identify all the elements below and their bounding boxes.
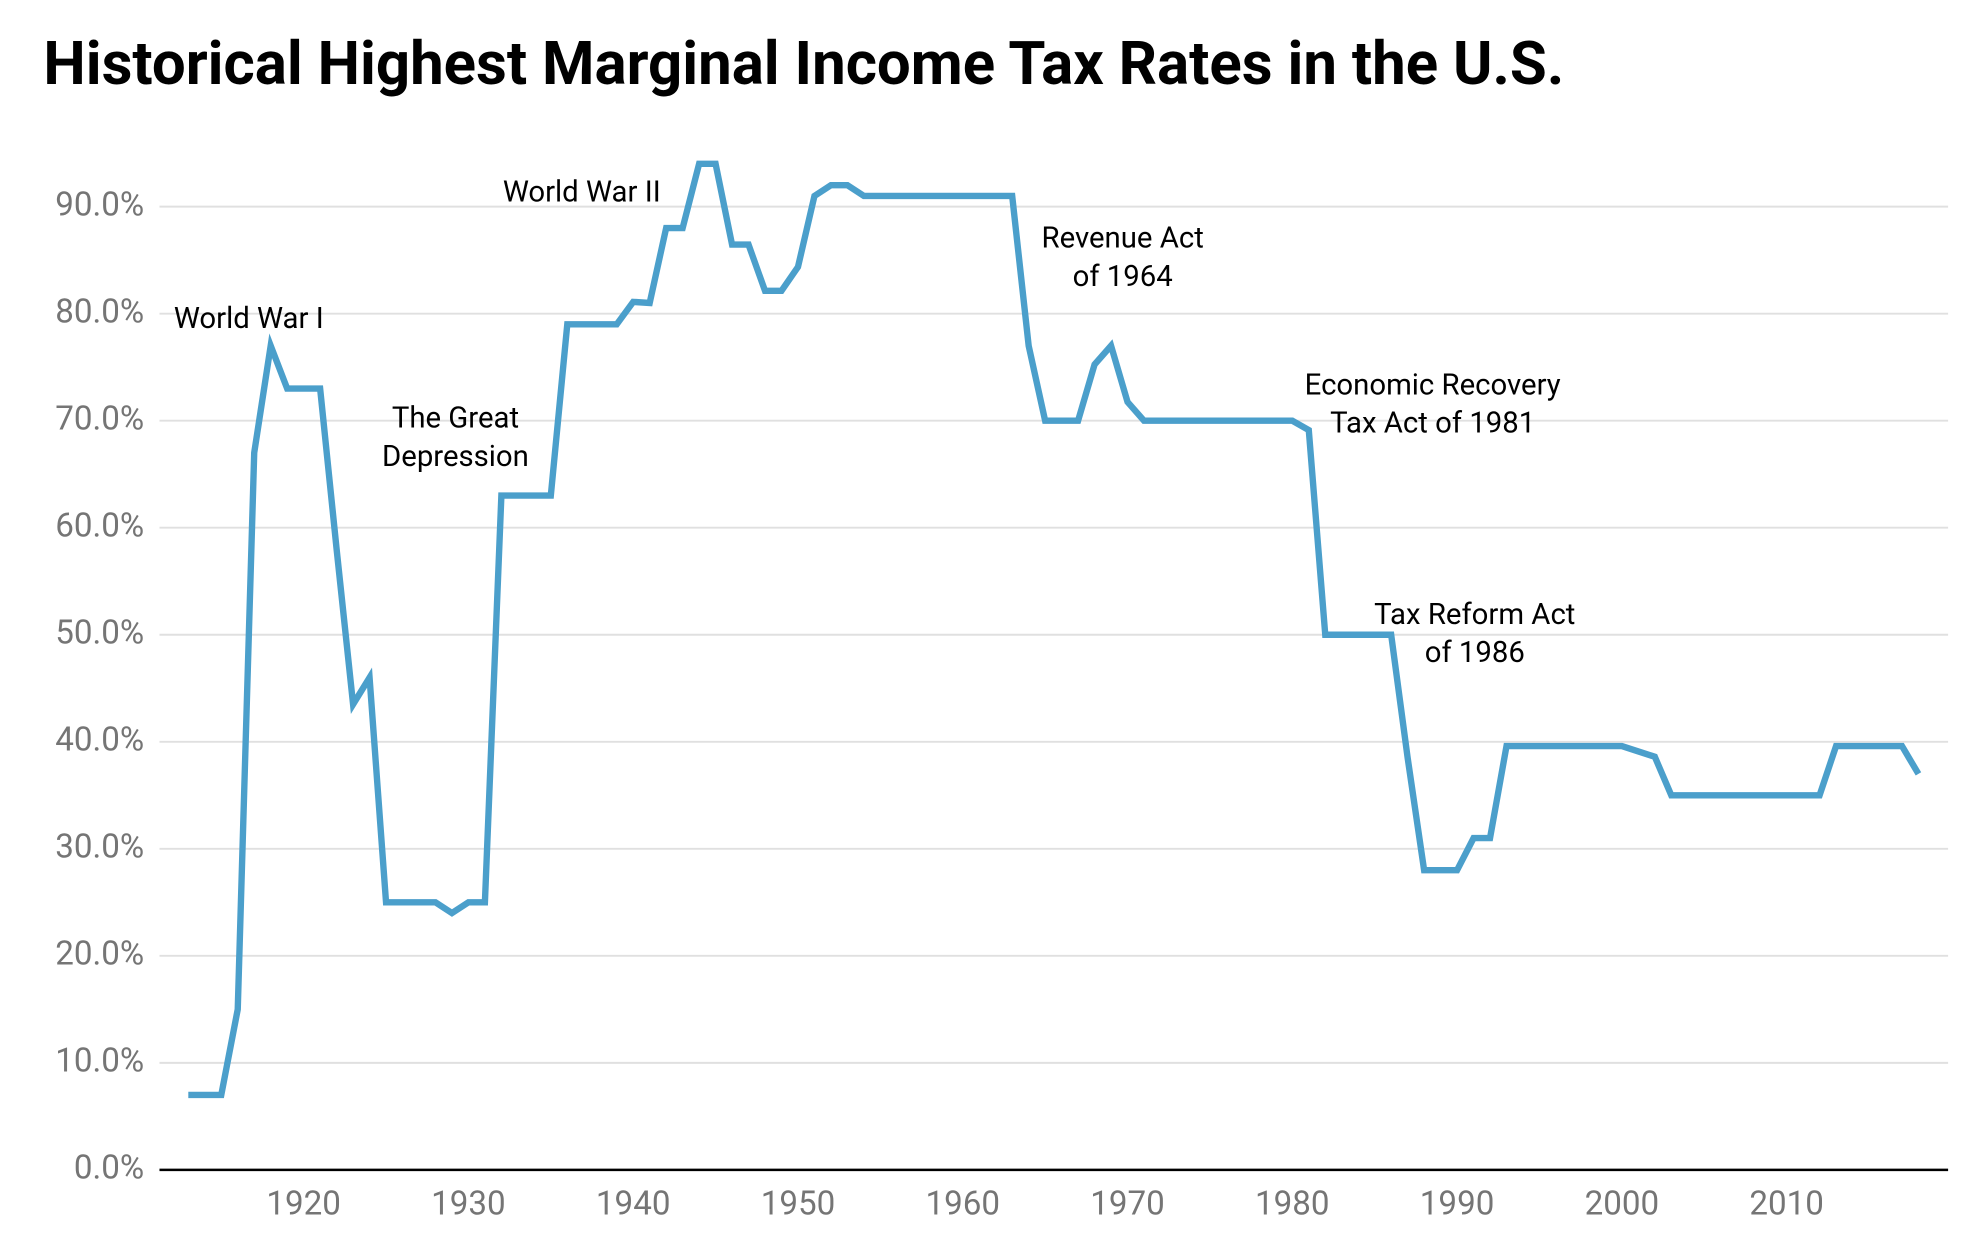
x-tick-label: 2000	[1585, 1184, 1660, 1223]
annotation: World War II	[503, 176, 661, 210]
y-tick-label: 40.0%	[55, 721, 144, 760]
x-tick-label: 1930	[431, 1184, 506, 1223]
y-tick-label: 20.0%	[55, 935, 144, 974]
annotation: Depression	[382, 440, 529, 474]
x-tick-label: 1920	[266, 1184, 341, 1223]
x-tick-label: 1940	[596, 1184, 671, 1223]
x-tick-label: 1970	[1090, 1184, 1165, 1223]
y-tick-label: 50.0%	[55, 614, 144, 653]
line-series	[188, 160, 1922, 1099]
x-tick-label: 1990	[1420, 1184, 1495, 1223]
annotation: of 1964	[1073, 260, 1173, 294]
y-tick-label: 10.0%	[55, 1042, 144, 1081]
annotation: of 1986	[1425, 636, 1525, 670]
x-tick-label: 1980	[1255, 1184, 1330, 1223]
annotation: Tax Act of 1981	[1330, 407, 1535, 441]
annotation: Revenue Act	[1042, 222, 1204, 256]
y-tick-label: 60.0%	[55, 506, 144, 545]
x-tick-label: 1960	[925, 1184, 1000, 1223]
x-tick-label: 2010	[1749, 1184, 1824, 1223]
x-tick-label: 1950	[761, 1184, 836, 1223]
annotation: Economic Recovery	[1305, 368, 1561, 402]
chart-title: Historical Highest Marginal Income Tax R…	[43, 28, 1564, 99]
annotation: Tax Reform Act	[1374, 598, 1575, 632]
annotation: World War I	[174, 302, 324, 336]
y-tick-label: 0.0%	[74, 1149, 144, 1188]
y-tick-label: 80.0%	[55, 292, 144, 331]
annotation: The Great	[392, 401, 519, 435]
y-tick-label: 90.0%	[55, 185, 144, 224]
y-tick-label: 70.0%	[55, 399, 144, 438]
y-tick-label: 30.0%	[55, 828, 144, 867]
